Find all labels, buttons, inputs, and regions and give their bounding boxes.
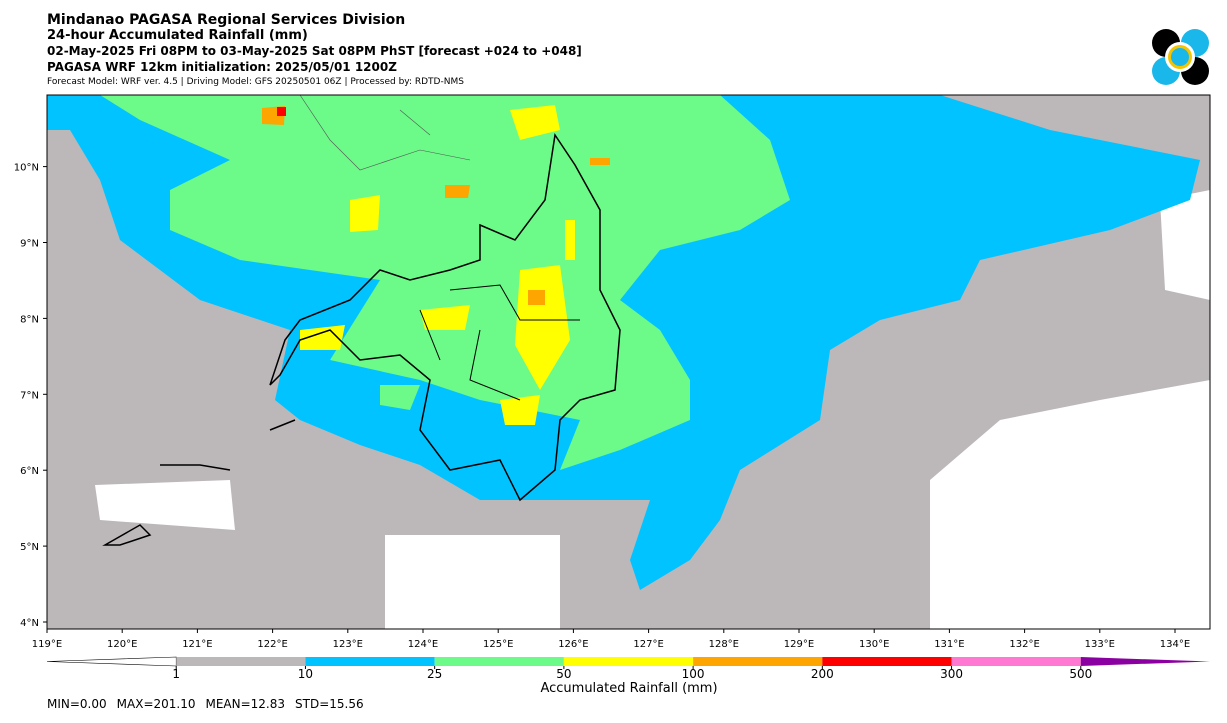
stat: MAX=201.10 [117, 697, 196, 711]
lon-label: 129°E [784, 639, 814, 650]
colorbar-label: Accumulated Rainfall (mm) [540, 681, 717, 696]
model: Forecast Model: WRF ver. 4.5 | Driving M… [47, 77, 464, 87]
lon-label: 127°E [633, 639, 663, 650]
lat-label: 7°N [20, 390, 39, 401]
axes: 119°E 120°E 121°E 122°E 123°E 124°E 125°E 126°E… [14, 163, 1190, 650]
stat: MEAN=12.83 [205, 697, 285, 711]
stats: MIN=0.00 MAX=201.10 MEAN=12.83 STD=15.56 [47, 697, 364, 711]
map-frame [46, 94, 1211, 630]
colorbar-tick-label: 1 [172, 667, 180, 681]
colorbar: 1 10 25 50 100 200 300 500 [46, 656, 1210, 681]
colorbar-tick-label: 10 [298, 667, 313, 681]
lat-label: 10°N [14, 163, 39, 174]
colorbar-segment [951, 657, 1081, 666]
subtitle: 24-hour Accumulated Rainfall (mm) [47, 28, 308, 43]
lat-label: 8°N [20, 314, 39, 325]
colorbar-tick-label: 25 [427, 667, 442, 681]
lon-label: 120°E [107, 639, 137, 650]
lat-label: 6°N [20, 466, 39, 477]
lon-label: 134°E [1160, 639, 1190, 650]
lon-label: 128°E [709, 639, 739, 650]
lon-label: 123°E [333, 639, 363, 650]
colorbar-tick-label: 100 [682, 667, 705, 681]
lon-label: 132°E [1009, 639, 1039, 650]
lat-label: 4°N [20, 618, 39, 629]
lon-label: 122°E [257, 639, 287, 650]
colorbar-tick-label: 500 [1069, 667, 1092, 681]
colorbar-tick-label: 300 [940, 667, 963, 681]
colorbar-over [1080, 657, 1210, 666]
rainfall-map [47, 95, 1210, 629]
colorbar-tick-label: 50 [556, 667, 571, 681]
lon-label: 119°E [32, 639, 62, 650]
colorbar-segment [434, 657, 564, 666]
lon-label: 131°E [934, 639, 964, 650]
lat-label: 9°N [20, 239, 39, 250]
init: PAGASA WRF 12km initialization: 2025/05/… [47, 60, 397, 74]
lon-label: 121°E [182, 639, 212, 650]
title: Mindanao PAGASA Regional Services Divisi… [47, 12, 405, 28]
colorbar-tick-label: 200 [811, 667, 834, 681]
period: 02-May-2025 Fri 08PM to 03-May-2025 Sat … [47, 44, 582, 58]
lon-label: 124°E [408, 639, 438, 650]
colorbar-under [46, 656, 177, 667]
stat: MIN=0.00 [47, 697, 107, 711]
colorbar-segment [693, 657, 823, 666]
lat-label: 5°N [20, 542, 39, 553]
colorbar-segment [176, 657, 306, 666]
colorbar-segment [563, 657, 694, 666]
lon-label: 126°E [558, 639, 588, 650]
logo [1152, 29, 1209, 85]
lon-label: 130°E [859, 639, 889, 650]
colorbar-segment [822, 657, 952, 666]
colorbar-segment [305, 657, 435, 666]
lon-label: 125°E [483, 639, 513, 650]
stat: STD=15.56 [295, 697, 364, 711]
lon-label: 133°E [1085, 639, 1115, 650]
